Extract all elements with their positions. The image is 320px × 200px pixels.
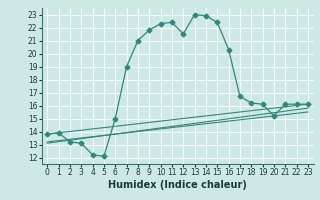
X-axis label: Humidex (Indice chaleur): Humidex (Indice chaleur) — [108, 180, 247, 190]
